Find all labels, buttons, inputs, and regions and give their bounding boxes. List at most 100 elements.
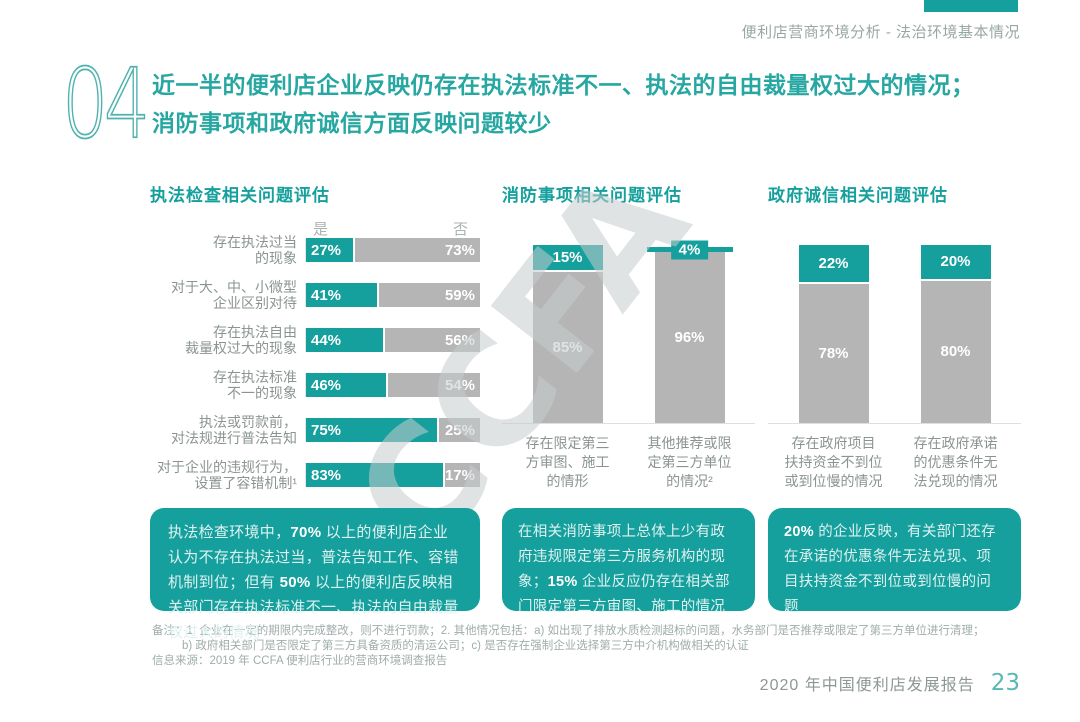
- stacked-bar: 4% 96%: [646, 240, 733, 423]
- bar-value-label: 85%: [552, 338, 583, 356]
- footer: 2020 年中国便利店发展报告 23: [760, 670, 1020, 696]
- bar-value-label: 59%: [444, 286, 475, 304]
- bar-value-label: 4%: [670, 240, 709, 260]
- bars-row: 15% 85% 4% 96%: [502, 240, 755, 423]
- labels-row: 存在政府项目 扶持资金不到位 或到位慢的情况 存在政府承诺 的优惠条件无 法兑现的情况: [768, 434, 1021, 491]
- bar-rows: 存在执法过当 的现象 27% 73% 对于大、中、小微型 企业区别对待 41% 59% 存在执法…: [150, 234, 480, 491]
- summary-box-law-enforcement: 执法检查环境中，70% 以上的便利店企业认为不存在执法过当，普法告知工作、容错机…: [150, 508, 480, 641]
- bars-row: 22% 78% 20% 80%: [768, 245, 1021, 423]
- bar-value-label: 44%: [311, 331, 342, 349]
- chart-row: 对于企业的违规行为， 设置了容错机制¹ 83% 17%: [150, 459, 480, 491]
- bar-segment-no: 96%: [654, 252, 725, 423]
- stacked-bar: 22% 78%: [798, 245, 869, 423]
- section-number-outline: 04: [61, 48, 151, 161]
- page-title-line: 近一半的便利店企业反映仍存在执法标准不一、执法的自由裁量权过大的情况；: [152, 72, 975, 98]
- chart-title: 执法检查相关问题评估: [150, 186, 330, 205]
- bar-segment-no: 59%: [379, 283, 480, 307]
- summary-box-fire-safety: 在相关消防事项上总体上少有政府违规限定第三方服务机构的现象；15% 企业反应仍存…: [502, 508, 755, 615]
- axis-line: [502, 423, 755, 424]
- bar-value-label: 83%: [311, 466, 342, 484]
- chart-title: 消防事项相关问题评估: [502, 186, 682, 205]
- bar-segment-no: 54%: [388, 373, 480, 397]
- labels-row: 存在限定第三 方审图、施工 的情形 其他推荐或限 定第三方单位 的情况²: [502, 434, 755, 491]
- category-label: 存在执法标准 不一的现象: [213, 369, 297, 401]
- stacked-bar: 44% 56%: [305, 328, 480, 352]
- bar-segment-no: 80%: [920, 280, 991, 423]
- stacked-bar: 46% 54%: [305, 373, 480, 397]
- category-label: 存在政府项目 扶持资金不到位 或到位慢的情况: [784, 435, 883, 489]
- bar-value-label: 54%: [444, 376, 475, 394]
- bar-value-label: 46%: [311, 376, 342, 394]
- vertical-bars-area: 15% 85% 4% 96% 存在限定第三 方审图、施工 的情形 其他推荐或限 定第三方单位 的情…: [502, 240, 755, 491]
- highlight-value: 20%: [784, 524, 814, 540]
- chart-title: 政府诚信相关问题评估: [768, 186, 948, 205]
- accent-bar: [924, 0, 1018, 12]
- axis-line: [768, 423, 1021, 424]
- chart-government-integrity: 政府诚信相关问题评估 22% 78% 20% 80% 存在政府项目 扶持资金不到位 或到位慢…: [768, 186, 1021, 491]
- svg-text:04: 04: [62, 55, 146, 155]
- bar-value-label: 78%: [818, 345, 849, 363]
- bar-segment-no: 56%: [384, 328, 480, 352]
- footnotes: 备注：1. 企业在一定的期限内完成整改，则不进行罚款；2. 其他情况包括：a) …: [152, 624, 984, 669]
- bar-segment-yes: 46%: [306, 373, 387, 397]
- legend-no: 否: [452, 221, 468, 238]
- summary-text: 在相关消防事项上总体上少有政府违规限定第三方服务机构的现象；: [518, 524, 726, 590]
- summary-box-government-integrity: 20% 的企业反映，有关部门还存在承诺的优惠条件无法兑现、项目扶持资金不到位或到…: [768, 508, 1021, 615]
- bar-value-label: 73%: [444, 241, 475, 259]
- bar-value-label: 27%: [311, 241, 342, 259]
- stacked-bar: 83% 17%: [305, 463, 480, 487]
- chart-row: 存在执法标准 不一的现象 46% 54%: [150, 369, 480, 401]
- bar-value-label: 17%: [444, 466, 475, 484]
- bar-segment-yes: 27%: [306, 238, 353, 262]
- bar-segment-yes: 20%: [920, 245, 991, 281]
- bar-segment-yes: 44%: [306, 328, 383, 352]
- breadcrumb: 便利店营商环境分析 - 法治环境基本情况: [741, 24, 1020, 41]
- bar-segment-yes: 4%: [646, 240, 733, 260]
- legend-yes: 是: [313, 221, 329, 238]
- summary-text: 的企业反映，有关部门还存在承诺的优惠条件无法兑现、项目扶持资金不到位或到位慢的问…: [784, 524, 996, 615]
- chart-row: 执法或罚款前， 对法规进行普法告知 75% 25%: [150, 414, 480, 446]
- category-label: 对于企业的违规行为， 设置了容错机制¹: [157, 459, 297, 491]
- summary-text: 执法检查环境中，: [168, 524, 291, 541]
- bar-segment-no: 85%: [532, 271, 603, 423]
- chart-row: 对于大、中、小微型 企业区别对待 41% 59%: [150, 279, 480, 311]
- stacked-bar: 27% 73%: [305, 238, 480, 262]
- chart-row: 存在执法过当 的现象 27% 73%: [150, 234, 480, 266]
- highlight-value: 70%: [290, 524, 322, 541]
- page-title-line: 消防事项和政府诚信方面反映问题较少: [152, 110, 552, 136]
- bar-value-label: 22%: [818, 255, 849, 273]
- chart-row: 存在执法自由 裁量权过大的现象 44% 56%: [150, 324, 480, 356]
- chart-law-enforcement: 执法检查相关问题评估 是 否 存在执法过当 的现象 27% 73% 对于大、中、小微型企…: [150, 186, 480, 508]
- bar-value-label: 25%: [444, 421, 475, 439]
- bar-value-label: 96%: [674, 329, 705, 347]
- bar-value-label: 20%: [940, 253, 971, 271]
- source-line: 信息来源：2019 年 CCFA 便利店行业的营商环境调查报告: [152, 655, 448, 667]
- chart-legend: 是 否: [313, 218, 480, 238]
- bar-value-label: 75%: [311, 421, 342, 439]
- bar-segment-yes: 83%: [306, 463, 443, 487]
- footnote-line: b) 政府相关部门是否限定了第三方具备资质的清运公司；c) 是否存在强制企业选择…: [182, 640, 749, 652]
- bar-segment-no: 17%: [444, 463, 480, 487]
- summary-text: 以上的便利店反映相关部门存在执法标准不一、执法的自由裁量权过大的情况: [168, 574, 459, 641]
- category-label: 存在政府承诺 的优惠条件无 法兑现的情况: [913, 435, 998, 489]
- page-title: 近一半的便利店企业反映仍存在执法标准不一、执法的自由裁量权过大的情况； 消防事项…: [152, 66, 1032, 142]
- report-title: 2020 年中国便利店发展报告: [759, 677, 975, 694]
- category-label: 存在执法过当 的现象: [213, 234, 297, 266]
- highlight-value: 15%: [547, 574, 578, 590]
- bar-value-label: 80%: [940, 343, 971, 361]
- footnote-line: 备注：1. 企业在一定的期限内完成整改，则不进行罚款；2. 其他情况包括：a) …: [152, 625, 985, 637]
- stacked-bar: 20% 80%: [920, 245, 991, 423]
- bar-segment-no: 73%: [354, 238, 480, 262]
- bar-value-label: 15%: [552, 248, 583, 266]
- stacked-bar: 75% 25%: [305, 418, 480, 442]
- category-label: 存在限定第三 方审图、施工 的情形: [525, 435, 610, 489]
- stacked-bar: 41% 59%: [305, 283, 480, 307]
- vertical-bars-area: 22% 78% 20% 80% 存在政府项目 扶持资金不到位 或到位慢的情况 存在政府承诺 的优…: [768, 245, 1021, 491]
- bar-segment-no: 25%: [438, 418, 480, 442]
- bar-value-label: 56%: [444, 331, 475, 349]
- category-label: 对于大、中、小微型 企业区别对待: [171, 279, 297, 311]
- section-number: 04: [61, 48, 182, 161]
- summary-text: 以上的便利店企业认为不存在执法过当，普法告知工作、容错机制到位；但有: [168, 524, 459, 591]
- highlight-value: 50%: [279, 574, 311, 591]
